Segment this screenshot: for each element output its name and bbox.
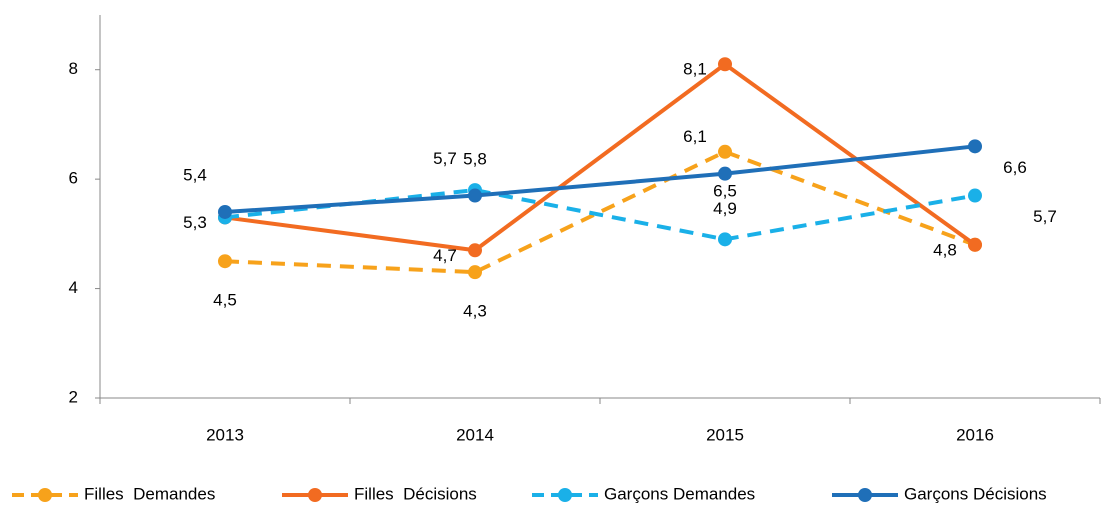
x-tick-label: 2014 (456, 425, 494, 444)
data-label: 5,8 (463, 150, 487, 169)
y-tick-label: 2 (69, 387, 78, 406)
legend-marker (38, 488, 52, 502)
data-label: 5,4 (183, 165, 207, 184)
series-line (224, 61, 977, 253)
data-label: 6,5 (713, 181, 737, 200)
legend-label: Garçons Décisions (904, 484, 1047, 503)
data-point (718, 232, 732, 247)
data-label: 5,3 (183, 213, 207, 232)
x-tick-label: 2013 (206, 425, 244, 444)
series-line (224, 144, 976, 214)
data-point (468, 188, 482, 203)
y-tick-label: 4 (69, 278, 78, 297)
data-label: 8,1 (683, 60, 707, 79)
data-label: 5,7 (1033, 207, 1057, 226)
legend-marker (558, 488, 572, 502)
data-label: 6,1 (683, 127, 707, 146)
data-label: 6,6 (1003, 158, 1027, 177)
data-label: 4,9 (713, 199, 737, 218)
data-point (468, 265, 482, 280)
data-point (218, 204, 232, 219)
legend-label: Filles Demandes (84, 484, 215, 503)
data-point (468, 243, 482, 258)
data-point (968, 188, 982, 203)
y-tick-label: 6 (69, 169, 78, 188)
data-point (718, 144, 732, 159)
data-point (968, 237, 982, 252)
legend-label: Filles Décisions (354, 484, 477, 503)
data-point (218, 254, 232, 269)
data-label: 4,8 (933, 240, 957, 259)
data-point (718, 166, 732, 181)
data-label: 4,5 (213, 291, 237, 310)
x-tick-label: 2015 (706, 425, 744, 444)
legend-marker (858, 488, 872, 502)
series-line (224, 149, 976, 275)
data-point (968, 139, 982, 154)
data-label: 5,7 (433, 149, 457, 168)
y-tick-label: 8 (69, 59, 78, 78)
data-label: 4,7 (433, 246, 457, 265)
x-tick-label: 2016 (956, 425, 994, 444)
legend-label: Garçons Demandes (604, 484, 755, 503)
data-label: 4,3 (463, 302, 487, 321)
legend-marker (308, 488, 322, 502)
data-point (718, 57, 732, 72)
